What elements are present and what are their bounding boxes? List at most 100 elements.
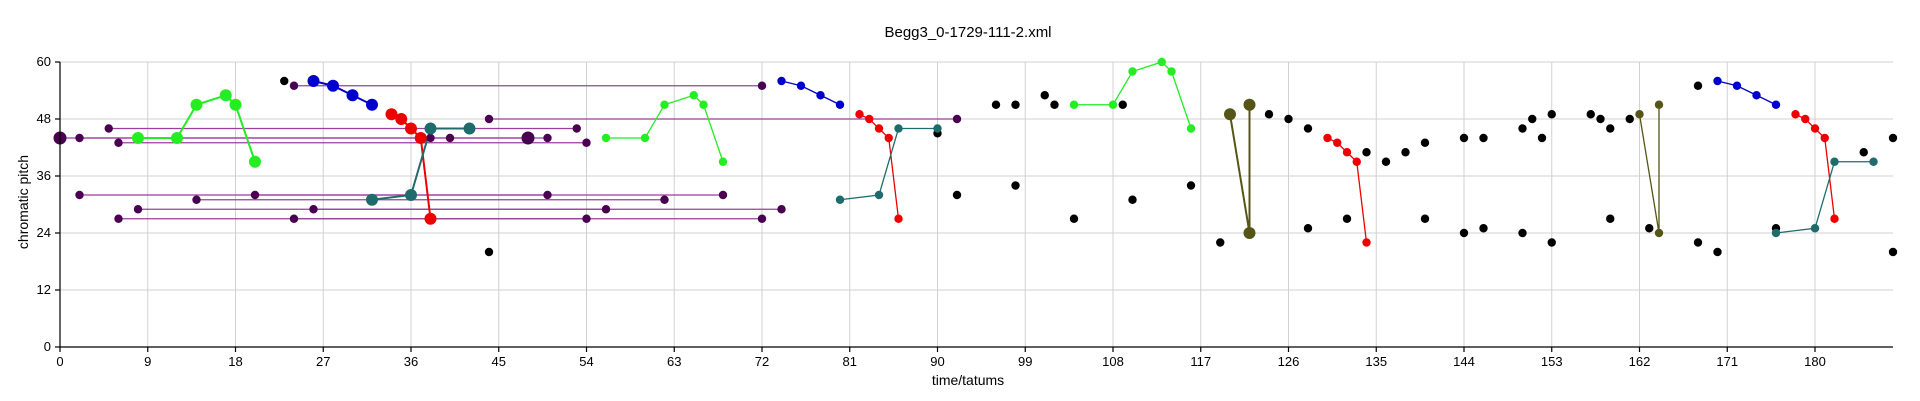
black-point [1606,214,1615,223]
y-tick-label: 60 [37,54,51,69]
green-point [1157,57,1166,67]
black-point [1050,100,1059,109]
black-point [1606,124,1615,133]
black-point [1547,110,1556,119]
blue-point [327,79,339,92]
y-tick-label: 0 [44,339,51,354]
green-point [219,89,232,102]
green-line [138,94,256,163]
blue-line [1717,80,1777,106]
black-point [1011,181,1020,190]
red-point [894,214,903,223]
red-point [1820,133,1829,143]
green-point [640,133,650,143]
y-tick-label: 48 [37,111,51,126]
x-tick-label: 144 [1453,354,1475,369]
x-axis-label: time/tatums [932,372,1004,388]
olive-point [1243,227,1256,239]
x-tick-label: 27 [316,354,330,369]
series-points [53,57,1898,257]
black-point [1859,148,1868,157]
red-point [884,133,893,143]
red-point [1830,214,1839,223]
black-point [1888,133,1898,143]
x-tick-label: 72 [755,354,769,369]
purple-point [75,190,84,200]
x-tick-label: 36 [404,354,418,369]
x-tick-label: 18 [228,354,242,369]
y-axis-label: chromatic pitch [15,155,31,249]
olive-line [1229,104,1251,234]
y-tick-label: 36 [37,168,51,183]
teal-point [366,193,378,206]
blue-point [816,91,825,100]
red-point [1362,238,1371,247]
black-point [484,247,494,257]
black-point [1011,100,1020,109]
green-line [1074,61,1192,129]
teal-point [874,190,884,200]
blue-point [1752,91,1761,100]
black-point [1186,181,1196,190]
green-point [1167,67,1176,76]
olive-line [1638,104,1660,234]
black-point [1518,228,1527,238]
green-point [1186,124,1196,133]
teal-point [1810,224,1820,233]
blue-point [777,76,786,86]
purple-point [309,205,318,214]
x-tick-label: 45 [492,354,506,369]
purple-point [75,133,84,143]
black-point [1459,228,1469,238]
green-point [132,132,144,144]
green-point [171,132,183,144]
x-tick-label: 0 [56,354,63,369]
black-point [1040,91,1049,100]
black-point [1645,224,1654,233]
black-point [1284,114,1293,124]
green-point [601,133,611,143]
purple-point [445,133,455,143]
x-tick-label: 108 [1102,354,1124,369]
purple-point [521,131,535,145]
red-point [1323,133,1332,143]
teal-point [835,195,845,204]
black-point [1713,247,1722,257]
y-tick-label: 24 [37,225,51,240]
olive-point [1243,98,1256,111]
teal-point [894,124,903,133]
green-point [699,100,708,109]
green-point [1128,67,1137,76]
purple-point [601,205,611,214]
black-point [1693,81,1703,90]
black-point [1459,133,1469,143]
purple-point [777,205,786,214]
x-tick-label: 90 [930,354,944,369]
blue-point [1732,81,1742,90]
green-point [190,98,203,111]
teal-point [1771,228,1781,238]
black-point [1479,224,1488,233]
teal-point [933,124,942,133]
black-point [1420,214,1430,223]
teal-point [405,189,417,201]
black-point [1069,214,1079,223]
red-point [424,212,437,225]
olive-point [1635,110,1644,119]
red-point [855,110,864,119]
black-point [1547,238,1556,247]
black-point [1128,195,1137,204]
red-point [865,114,874,124]
blue-point [796,81,806,90]
purple-point [484,114,494,124]
blue-line [313,80,373,106]
teal-point [424,122,437,135]
green-point [718,157,728,166]
purple-point [952,114,962,124]
x-tick-label: 180 [1804,354,1826,369]
red-point [405,122,417,135]
green-point [249,155,261,168]
purple-point [289,81,299,90]
purple-point [289,214,299,223]
